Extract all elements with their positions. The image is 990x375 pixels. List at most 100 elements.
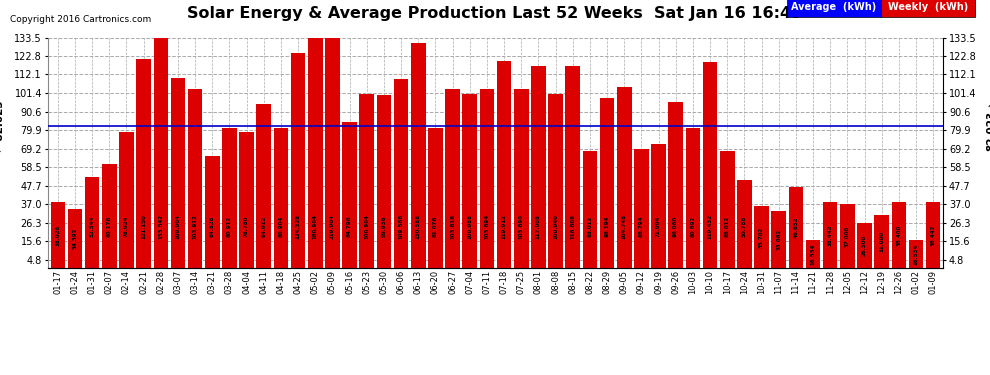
Text: 104.748: 104.748 [622,214,627,239]
Bar [411,42,426,268]
Text: Copyright 2016 Cartronics.com: Copyright 2016 Cartronics.com [10,15,151,24]
Text: Average  (kWh): Average (kWh) [791,2,877,12]
Text: 16.534: 16.534 [811,243,816,264]
Bar [291,53,305,268]
Text: 50.788: 50.788 [742,216,746,237]
Text: Weekly  (kWh): Weekly (kWh) [888,2,968,12]
Text: 119.432: 119.432 [708,214,713,239]
Bar [771,211,786,268]
Bar [892,202,906,268]
Text: 103.912: 103.912 [193,214,198,239]
Text: 219.904: 219.904 [330,214,335,239]
Text: 82.023→: 82.023→ [986,102,990,151]
Bar [823,202,838,268]
Text: 38.026: 38.026 [55,225,60,246]
Text: 80.892: 80.892 [690,216,695,237]
Text: 96.060: 96.060 [673,216,678,237]
Bar [617,87,632,268]
Text: 33.062: 33.062 [776,229,781,250]
Bar [582,151,597,268]
Text: 133.542: 133.542 [158,214,163,239]
Bar [668,102,683,268]
Text: 64.828: 64.828 [210,216,215,237]
Bar [720,151,735,268]
Text: 80.912: 80.912 [227,216,232,237]
Bar [497,61,512,268]
Text: 38.442: 38.442 [931,224,936,246]
Bar [926,202,940,268]
Bar [548,94,563,268]
Text: 109.904: 109.904 [175,214,180,239]
Bar [738,180,751,268]
Text: 100.940: 100.940 [553,214,558,239]
Text: 99.936: 99.936 [381,216,386,237]
Bar [789,187,803,268]
Bar [565,66,580,268]
Text: 34.392: 34.392 [72,228,77,249]
Text: 130.588: 130.588 [416,214,421,239]
Text: 100.904: 100.904 [364,214,369,239]
Bar [806,240,821,268]
Bar [754,207,769,268]
Bar [462,94,477,268]
Bar [102,164,117,268]
Text: 84.796: 84.796 [347,216,352,237]
Text: 121.150: 121.150 [142,214,147,239]
Text: 109.588: 109.588 [399,214,404,239]
Text: 119.912: 119.912 [502,214,507,239]
Text: 103.890: 103.890 [519,214,524,239]
Bar [841,204,854,268]
Text: 68.794: 68.794 [639,216,644,237]
Text: 98.194: 98.194 [605,216,610,237]
Bar [703,62,718,268]
Text: 103.894: 103.894 [484,214,489,239]
Bar [205,156,220,268]
Bar [651,144,666,268]
Text: 80.904: 80.904 [278,216,283,237]
Text: 180.904: 180.904 [313,214,318,239]
Bar [874,214,889,268]
Bar [222,128,237,268]
Text: 35.702: 35.702 [759,226,764,248]
Text: 68.012: 68.012 [587,216,592,237]
Bar [686,128,700,268]
Bar [119,132,134,268]
Bar [343,122,357,268]
Bar [50,202,65,268]
Text: 68.012: 68.012 [725,216,730,237]
Bar [273,128,288,268]
Bar [909,240,924,268]
Bar [256,104,271,268]
Bar [634,149,648,268]
Text: 37.000: 37.000 [844,226,849,247]
Text: 26.300: 26.300 [862,235,867,256]
Text: 38.400: 38.400 [896,224,901,246]
Text: 16.534: 16.534 [914,243,919,264]
Text: 78.924: 78.924 [124,216,129,237]
Text: 116.808: 116.808 [570,214,575,239]
Bar [188,88,202,268]
Bar [67,209,82,268]
Bar [240,132,253,268]
Text: 60.176: 60.176 [107,216,112,237]
Text: 103.818: 103.818 [450,214,455,239]
Text: 52.544: 52.544 [90,216,95,237]
Bar [359,94,374,268]
Text: 100.986: 100.986 [467,214,472,239]
Text: 124.328: 124.328 [296,214,301,239]
Bar [85,177,99,268]
Text: 71.994: 71.994 [656,216,661,237]
Bar [153,38,168,268]
Text: ← 82.023: ← 82.023 [0,100,5,153]
Text: 31.000: 31.000 [879,231,884,252]
Bar [531,66,545,268]
Bar [308,0,323,268]
Bar [600,99,615,268]
Text: 81.076: 81.076 [433,216,438,237]
Bar [428,128,443,268]
Bar [137,59,150,268]
Text: 94.912: 94.912 [261,216,266,237]
Bar [514,88,529,268]
Bar [170,78,185,268]
Bar [479,88,494,268]
